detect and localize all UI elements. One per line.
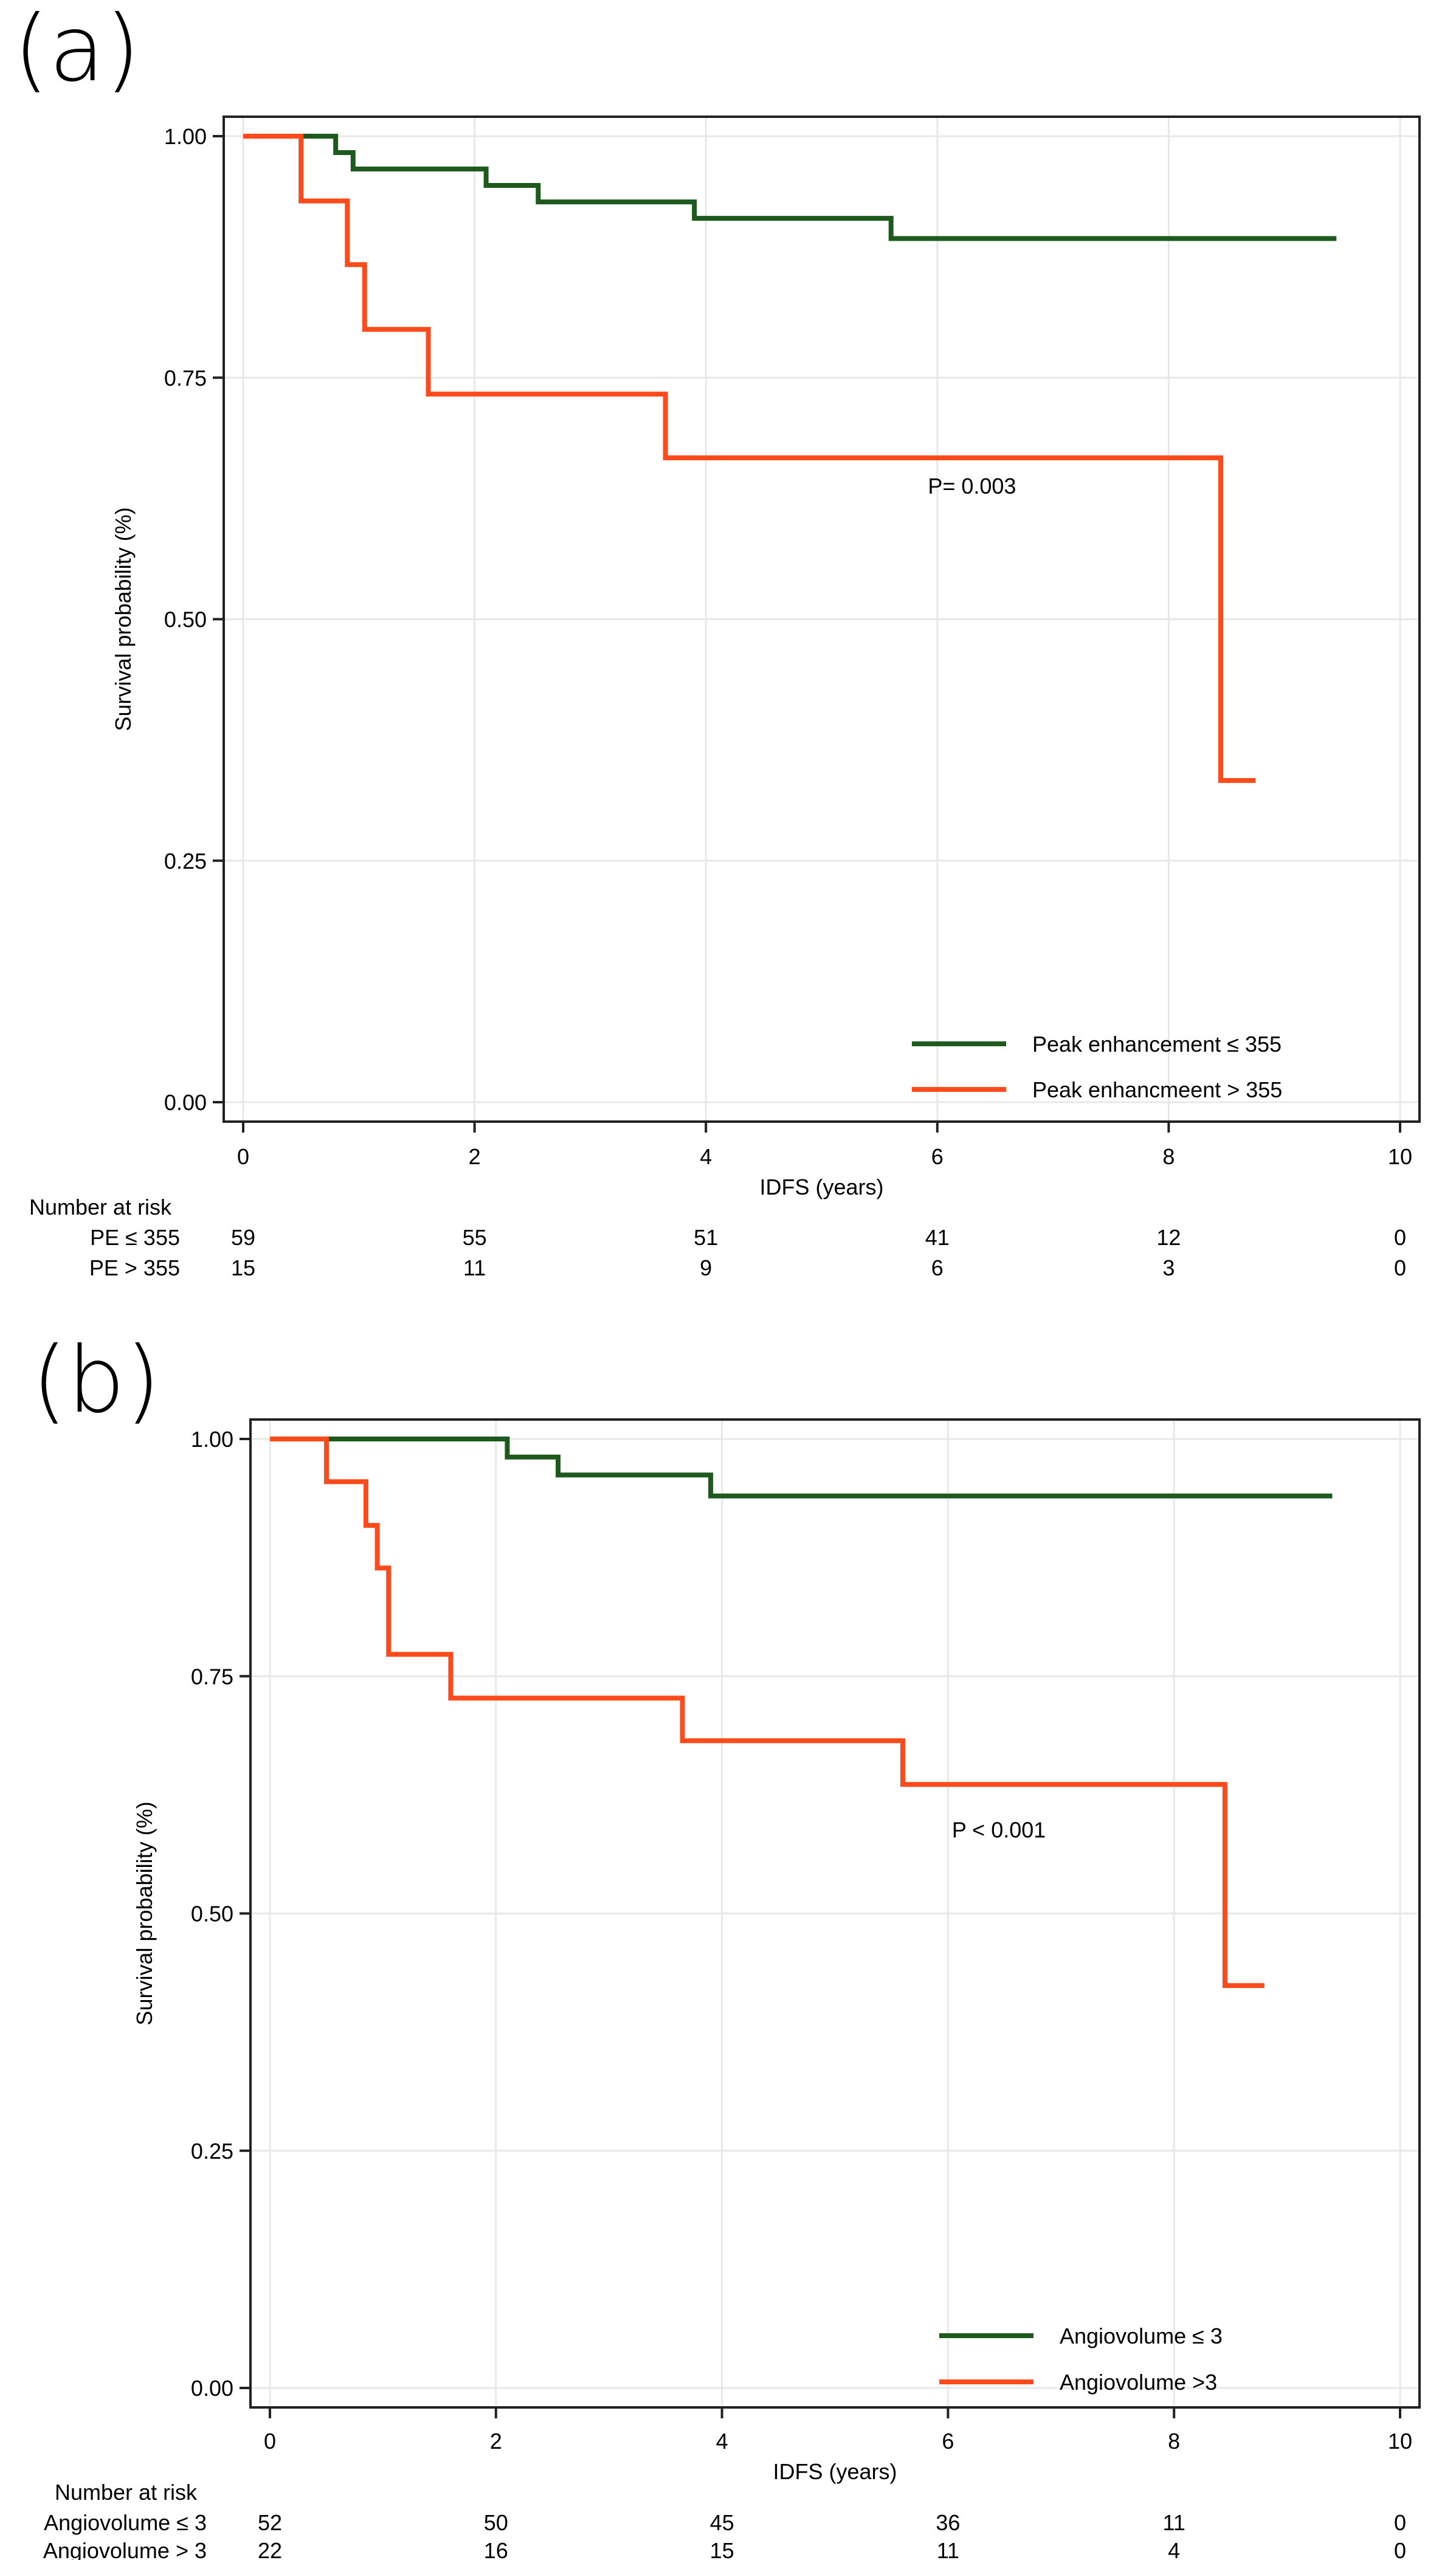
panel-label: (a) [13, 0, 140, 102]
x-tick-label: 6 [931, 1144, 944, 1169]
risk-value: 11 [463, 1255, 486, 1280]
risk-value: 22 [258, 2538, 282, 2560]
risk-value: 0 [1394, 1225, 1406, 1250]
x-tick-label: 0 [237, 1144, 249, 1169]
x-tick-label: 0 [264, 2429, 276, 2454]
risk-row-label: PE > 355 [89, 1255, 180, 1280]
risk-value: 16 [484, 2538, 508, 2560]
risk-table-title: Number at risk [55, 2480, 198, 2505]
legend: Angiovolume ≤ 3 Angiovolume >3 [939, 2324, 1223, 2395]
y-tick-label: 0.50 [191, 1902, 233, 1927]
x-tick-label: 4 [716, 2429, 728, 2454]
risk-value: 6 [931, 1255, 944, 1280]
risk-value: 41 [925, 1225, 950, 1250]
y-tick-label: 0.00 [164, 1090, 207, 1115]
risk-value: 12 [1156, 1225, 1181, 1250]
y-tick-label: 0.75 [164, 365, 207, 390]
risk-value: 59 [231, 1225, 255, 1250]
y-tick-label: 1.00 [164, 124, 207, 149]
series-line-high [270, 1437, 1265, 1989]
p-value-annotation: P < 0.001 [952, 1818, 1046, 1843]
legend-label: Angiovolume ≤ 3 [1060, 2324, 1223, 2348]
x-axis-label: IDFS (years) [759, 1175, 883, 1199]
p-value-annotation: P= 0.003 [928, 474, 1016, 499]
series-line-low [243, 134, 1337, 241]
x-tick-label: 8 [1168, 2429, 1180, 2454]
legend: Peak enhancement ≤ 355 Peak enhancmeent >… [912, 1032, 1282, 1102]
x-axis-label: IDFS (years) [773, 2459, 897, 2484]
series-line-high [243, 134, 1256, 783]
legend-label: Peak enhancmeent > 355 [1032, 1077, 1282, 1102]
x-tick-label: 2 [469, 1144, 481, 1169]
risk-value: 0 [1394, 2510, 1406, 2535]
risk-value: 3 [1162, 1255, 1175, 1280]
x-tick-label: 10 [1388, 1144, 1412, 1169]
chart-panel-a: (a) 0.00 0.25 0.50 0.75 1.00 0 2 4 6 8 10 IDFS (year… [13, 0, 1421, 1280]
legend-label: Angiovolume >3 [1060, 2370, 1217, 2395]
y-axis-label: Survival probability (%) [111, 507, 136, 731]
y-tick-label: 0.75 [191, 1664, 233, 1689]
risk-value: 51 [694, 1225, 718, 1250]
risk-value: 55 [463, 1225, 487, 1250]
y-tick-label: 0.25 [164, 849, 207, 874]
risk-value: 11 [937, 2538, 959, 2560]
risk-value: 36 [936, 2510, 960, 2535]
risk-table-title: Number at risk [29, 1195, 172, 1220]
risk-table: Number at risk Angiovolume ≤ 3 52 50 45 36 11 0… [43, 2480, 1406, 2560]
legend-label: Peak enhancement ≤ 355 [1032, 1032, 1282, 1057]
risk-value: 50 [484, 2510, 508, 2535]
y-tick-label: 1.00 [191, 1427, 233, 1452]
x-tick-label: 8 [1162, 1144, 1175, 1169]
risk-row-label: Angiovolume > 3 [43, 2538, 207, 2560]
y-tick-label: 0.25 [191, 2139, 233, 2164]
risk-row-label: PE ≤ 355 [90, 1225, 180, 1250]
risk-value: 0 [1394, 1255, 1406, 1280]
risk-value: 45 [710, 2510, 734, 2535]
risk-value: 15 [710, 2538, 734, 2560]
y-tick-label: 0.00 [191, 2376, 233, 2401]
y-tick-label: 0.50 [164, 607, 207, 632]
risk-value: 52 [258, 2510, 282, 2535]
x-tick-label: 6 [942, 2429, 954, 2454]
risk-value: 4 [1168, 2538, 1180, 2560]
risk-value: 0 [1394, 2538, 1406, 2560]
y-axis-label: Survival probability (%) [132, 1801, 157, 2025]
chart-panel-b: (b) 0.00 0.25 0.50 0.75 1.00 0 2 4 6 8 10 IDFS (year… [32, 1328, 1421, 2560]
series-line-low [270, 1437, 1333, 1499]
x-tick-label: 10 [1388, 2429, 1412, 2454]
risk-value: 9 [700, 1255, 712, 1280]
risk-row-label: Angiovolume ≤ 3 [44, 2510, 207, 2535]
risk-value: 11 [1163, 2510, 1185, 2535]
x-tick-label: 4 [700, 1144, 712, 1169]
panel-label: (b) [32, 1328, 160, 1434]
risk-table: Number at risk PE ≤ 355 59 55 51 41 12 0 PE > 35… [29, 1195, 1406, 1280]
x-tick-label: 2 [490, 2429, 502, 2454]
risk-value: 15 [231, 1255, 255, 1280]
